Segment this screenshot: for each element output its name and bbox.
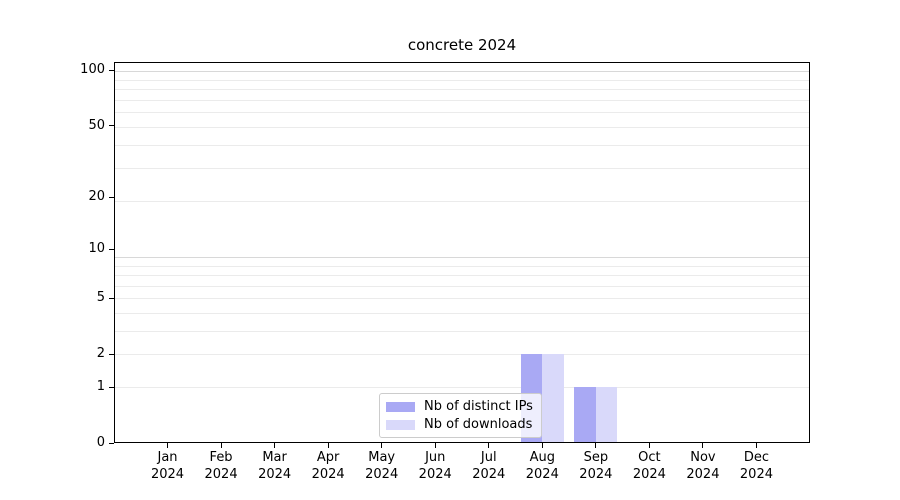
legend-item-distinct-ips: Nb of distinct IPs	[386, 399, 533, 414]
y-tick-label: 50	[88, 117, 105, 133]
x-tick-month: Nov	[690, 450, 716, 465]
plot-area	[114, 62, 810, 443]
x-tick-year: 2024	[739, 467, 773, 482]
x-tick-month: Aug	[529, 450, 555, 465]
gridline-minor	[114, 265, 810, 267]
y-tick-label: 5	[96, 290, 105, 306]
x-tick-year: 2024	[311, 467, 345, 482]
x-tick-month: Feb	[209, 450, 233, 465]
x-tick-label: Jul 2024	[457, 449, 521, 483]
gridline-minor	[114, 145, 810, 147]
x-tick	[381, 443, 383, 448]
x-tick	[167, 443, 169, 448]
x-tick	[274, 443, 276, 448]
gridline-minor	[114, 89, 810, 91]
bar-downloads-sep	[595, 387, 618, 443]
y-tick-label: 20	[88, 189, 105, 205]
y-tick	[109, 69, 114, 71]
y-tick	[109, 248, 114, 250]
y-tick-label: 1	[96, 379, 105, 395]
legend-swatch-distinct-ips-icon	[386, 401, 415, 412]
y-tick	[109, 196, 114, 198]
x-tick	[648, 443, 650, 448]
x-tick-label: Nov 2024	[671, 449, 735, 483]
legend-label-distinct-ips: Nb of distinct IPs	[424, 399, 533, 414]
x-tick	[327, 443, 329, 448]
y-tick	[109, 297, 114, 299]
legend-swatch-downloads-icon	[386, 419, 415, 430]
x-tick-label: Oct 2024	[617, 449, 681, 483]
x-tick	[434, 443, 436, 448]
x-tick-year: 2024	[686, 467, 720, 482]
x-tick-month: May	[368, 450, 396, 465]
x-tick-label: Dec 2024	[724, 449, 788, 483]
x-tick-year: 2024	[632, 467, 666, 482]
y-tick	[109, 442, 114, 444]
chart-title: concrete 2024	[407, 36, 517, 54]
x-tick-month: Jun	[425, 450, 446, 465]
x-tick-label: Feb 2024	[189, 449, 253, 483]
x-tick-year: 2024	[150, 467, 185, 482]
x-tick-label: May 2024	[350, 449, 414, 483]
legend: Nb of distinct IPs Nb of downloads	[379, 393, 542, 438]
legend-label-downloads: Nb of downloads	[424, 417, 533, 432]
x-tick	[702, 443, 704, 448]
x-tick-label: Jun 2024	[403, 449, 467, 483]
gridline-minor	[114, 331, 810, 333]
x-tick-year: 2024	[258, 467, 292, 482]
gridline-major	[114, 257, 810, 259]
gridline-minor	[114, 168, 810, 170]
y-tick-label: 10	[88, 241, 105, 257]
gridline-minor	[114, 112, 810, 114]
y-tick	[109, 386, 114, 388]
y-tick-label: 100	[80, 62, 105, 78]
x-tick-month: Apr	[316, 450, 340, 465]
x-tick	[541, 443, 543, 448]
x-tick-year: 2024	[472, 467, 506, 482]
x-tick	[755, 443, 757, 448]
gridline-minor	[114, 201, 810, 203]
x-tick-year: 2024	[204, 467, 238, 482]
x-tick-year: 2024	[525, 467, 559, 482]
y-tick	[109, 353, 114, 355]
x-tick-month: Sep	[583, 450, 609, 465]
gridline-major	[114, 71, 810, 73]
y-tick	[109, 125, 114, 127]
gridline-minor	[114, 387, 810, 389]
gridline-minor	[114, 275, 810, 277]
x-tick-label: Jan 2024	[136, 449, 200, 483]
x-tick-year: 2024	[365, 467, 399, 482]
x-tick-label: Sep 2024	[564, 449, 628, 483]
gridline-minor	[114, 354, 810, 356]
y-tick-label: 2	[96, 346, 105, 362]
x-tick-month: Jan	[157, 450, 178, 465]
legend-item-downloads: Nb of downloads	[386, 417, 533, 432]
gridline-minor	[114, 99, 810, 101]
gridline-minor	[114, 313, 810, 315]
x-tick-label: Apr 2024	[296, 449, 360, 483]
x-tick-month: Dec	[743, 450, 770, 465]
x-tick	[595, 443, 597, 448]
x-tick-month: Jul	[480, 450, 497, 465]
gridline-minor	[114, 285, 810, 287]
bar-distinct-ips-sep	[574, 387, 596, 443]
gridline-minor	[114, 127, 810, 129]
x-tick-label: Mar 2024	[243, 449, 307, 483]
x-tick-month: Oct	[638, 450, 661, 465]
x-tick-month: Mar	[262, 450, 287, 465]
x-tick	[220, 443, 222, 448]
x-tick-year: 2024	[418, 467, 452, 482]
x-tick	[488, 443, 490, 448]
x-tick-label: Aug 2024	[510, 449, 574, 483]
y-tick-label: 0	[96, 435, 105, 450]
bar-downloads-aug	[542, 354, 564, 443]
x-tick-year: 2024	[579, 467, 613, 482]
gridline-minor	[114, 79, 810, 81]
gridline-minor	[114, 298, 810, 300]
